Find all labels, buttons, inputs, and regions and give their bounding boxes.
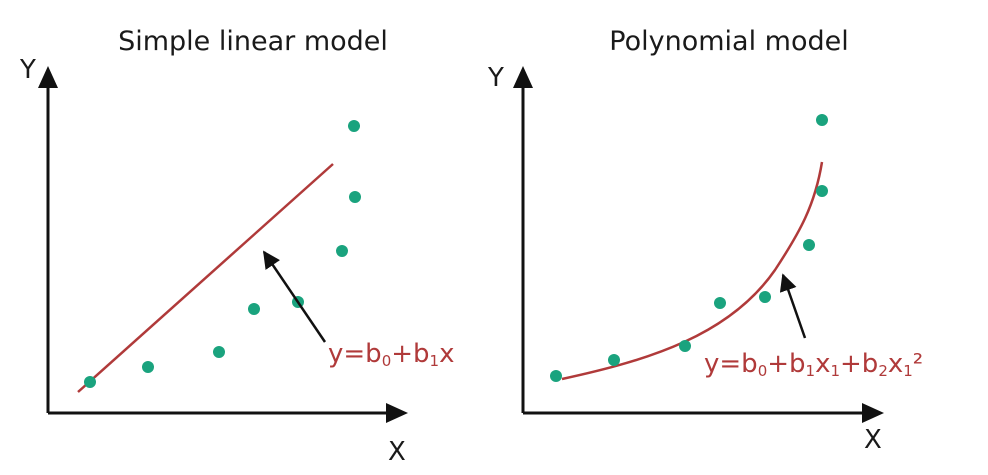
equation-subscript: 0 [758, 362, 768, 380]
data-point [336, 245, 348, 257]
x-axis-arrowhead [386, 403, 408, 423]
fit-curve [561, 161, 824, 381]
x-axis-label: X [864, 425, 882, 455]
equation-label: y=b0+b1x1+b2x1² [704, 349, 923, 380]
data-point [349, 191, 361, 203]
equation-term: y=b [328, 339, 382, 369]
panel-title: Polynomial model [609, 26, 848, 57]
data-point [679, 340, 691, 352]
fit-line [77, 163, 334, 393]
data-point [142, 361, 154, 373]
x-axis-label: X [388, 437, 406, 467]
panel-simple-linear: Simple linear model Y X y=b0+b1x [19, 26, 454, 467]
data-point [248, 303, 260, 315]
data-point [759, 291, 771, 303]
data-point [348, 120, 360, 132]
data-point [714, 297, 726, 309]
equation-term: x [439, 339, 454, 369]
data-point [803, 239, 815, 251]
y-axis-arrowhead [513, 66, 533, 88]
equation-term: ² [913, 349, 923, 379]
equation-term: +b [391, 339, 429, 369]
equation-label: y=b0+b1x [328, 339, 454, 370]
equation-subscript: 1 [806, 362, 816, 380]
equation-subscript: 1 [830, 362, 840, 380]
data-point [608, 354, 620, 366]
y-axis-label: Y [19, 55, 36, 85]
data-point [816, 114, 828, 126]
data-points [84, 120, 361, 388]
equation-term: x [888, 349, 903, 379]
data-point [550, 370, 562, 382]
panel-polynomial: Polynomial model Y X y=b0+b1x1+b2x1² [487, 26, 923, 455]
equation-subscript: 0 [382, 352, 392, 370]
data-point [213, 346, 225, 358]
equation-term: +b [767, 349, 805, 379]
pointer-arrow [779, 273, 807, 339]
x-axis-arrowhead [862, 403, 884, 423]
equation-term: x [815, 349, 830, 379]
data-point [816, 185, 828, 197]
panel-title: Simple linear model [118, 26, 388, 57]
y-axis-label: Y [487, 63, 504, 93]
equation-subscript: 1 [903, 362, 913, 380]
equation-term: +b [840, 349, 878, 379]
y-axis-arrowhead [38, 66, 58, 88]
equation-subscript: 2 [878, 362, 888, 380]
equation-subscript: 1 [430, 352, 440, 370]
data-points [550, 114, 828, 382]
equation-term: y=b [704, 349, 758, 379]
data-point [84, 376, 96, 388]
pointer-arrow [262, 250, 327, 343]
